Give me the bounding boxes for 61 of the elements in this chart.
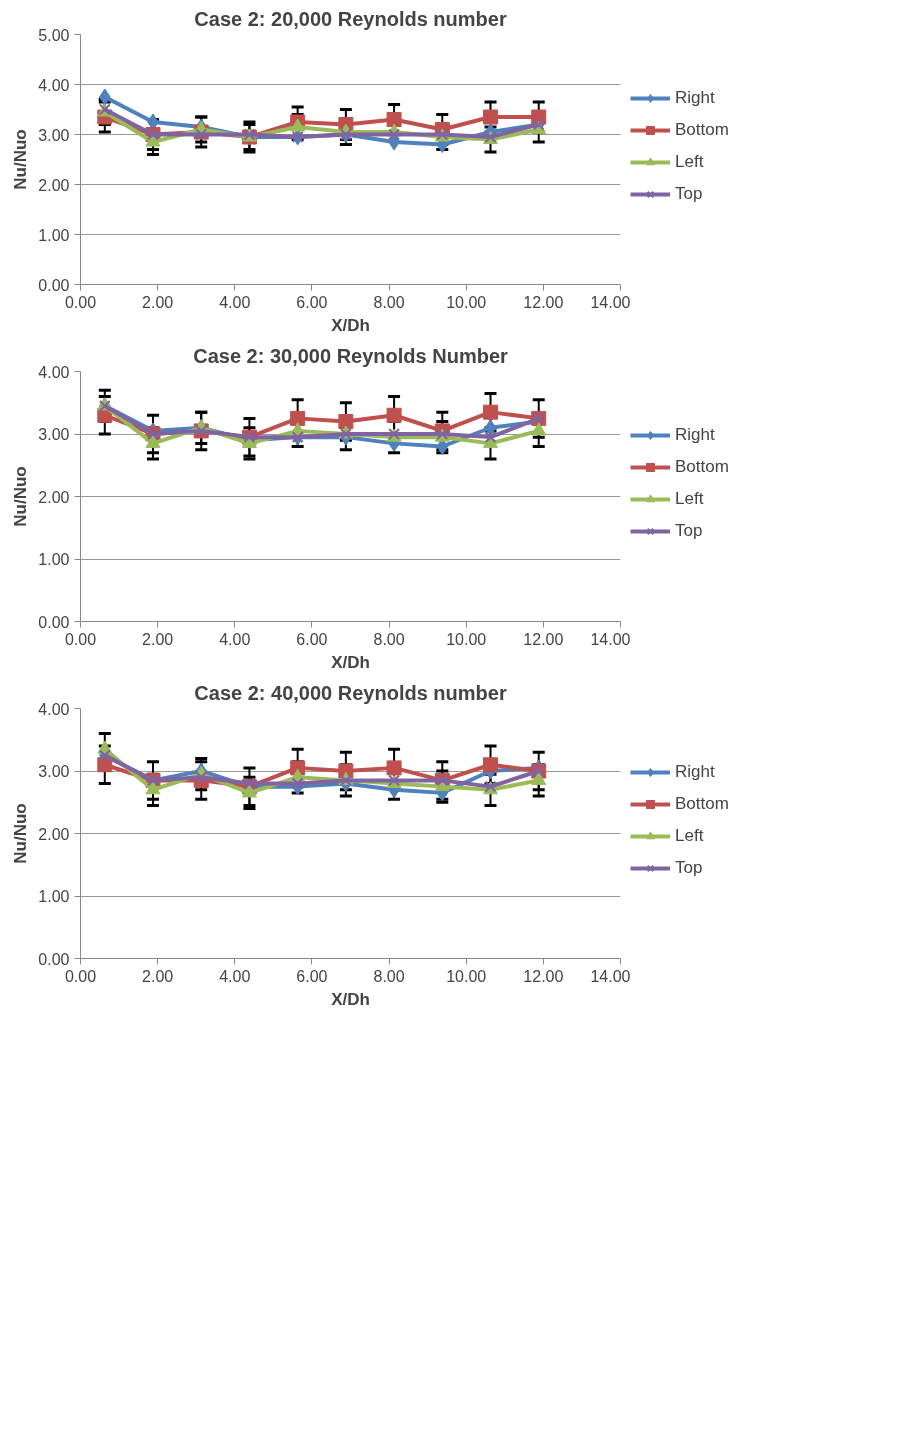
chart-title: Case 2: 40,000 Reynolds number: [194, 681, 507, 704]
x-tick-label: 6.00: [296, 630, 328, 648]
x-tick-label: 12.00: [523, 630, 564, 648]
x-axis-title: X/Dh: [331, 652, 370, 672]
x-tick-label: 8.00: [373, 293, 405, 311]
legend-label: Left: [675, 826, 704, 846]
x-tick-label: 10.00: [446, 293, 487, 311]
x-tick-label: 12.00: [523, 293, 564, 311]
chart-title: Case 2: 20,000 Reynolds number: [194, 7, 507, 30]
x-tick-label: 2.00: [142, 630, 174, 648]
legend-label: Right: [675, 762, 715, 782]
legend-label: Top: [675, 521, 703, 541]
x-tick-label: 4.00: [219, 630, 251, 648]
x-axis-title: X/Dh: [331, 989, 370, 1009]
chart-title: Case 2: 30,000 Reynolds Number: [193, 344, 509, 367]
legend-label: Top: [675, 184, 703, 204]
y-tick-label: 1.00: [38, 551, 70, 568]
legend-label: Right: [675, 425, 715, 445]
x-tick-label: 10.00: [446, 630, 487, 648]
x-tick-label: 12.00: [523, 967, 564, 985]
y-tick-label: 4.00: [38, 363, 70, 381]
y-tick-label: 4.00: [38, 76, 70, 94]
y-tick-label: 1.00: [38, 226, 70, 244]
x-tick-label: 8.00: [373, 967, 405, 985]
legend-label: Bottom: [675, 120, 729, 140]
y-tick-label: 2.00: [38, 176, 70, 194]
y-tick-label: 1.00: [38, 888, 70, 905]
legend-label: Left: [675, 152, 704, 172]
y-tick-label: 3.00: [38, 426, 70, 443]
x-tick-label: 10.00: [446, 967, 487, 985]
y-tick-label: 4.00: [38, 700, 70, 718]
legend-label: Right: [675, 88, 715, 108]
y-tick-label: 0.00: [38, 276, 70, 294]
y-axis-title: Nu/Nuo: [11, 803, 31, 864]
y-tick-label: 3.00: [38, 763, 70, 780]
y-tick-label: 0.00: [38, 613, 70, 631]
x-tick-label: 6.00: [296, 967, 328, 985]
x-axis-title: X/Dh: [331, 315, 370, 335]
y-axis-title: Nu/Nuo: [11, 129, 31, 190]
legend-label: Bottom: [675, 457, 729, 477]
y-tick-label: 3.00: [38, 126, 70, 144]
legend-label: Left: [675, 489, 704, 509]
x-tick-label: 2.00: [142, 967, 174, 985]
x-tick-label: 0.00: [64, 293, 97, 311]
x-tick-label: 8.00: [373, 630, 405, 648]
y-tick-label: 2.00: [38, 488, 70, 506]
x-tick-label: 14.00: [590, 967, 631, 985]
x-tick-label: 4.00: [219, 967, 251, 985]
x-tick-label: 0.00: [64, 967, 97, 985]
legend-label: Top: [675, 858, 703, 878]
x-tick-label: 6.00: [296, 293, 328, 311]
x-tick-label: 2.00: [142, 293, 174, 311]
y-tick-label: 2.00: [38, 825, 70, 843]
y-tick-label: 5.00: [38, 26, 70, 44]
y-axis-title: Nu/Nuo: [11, 466, 31, 527]
x-tick-label: 0.00: [64, 630, 97, 648]
y-tick-label: 0.00: [38, 950, 70, 968]
x-tick-label: 14.00: [590, 293, 631, 311]
x-tick-label: 14.00: [590, 630, 631, 648]
x-tick-label: 4.00: [219, 293, 251, 311]
legend-label: Bottom: [675, 794, 729, 814]
